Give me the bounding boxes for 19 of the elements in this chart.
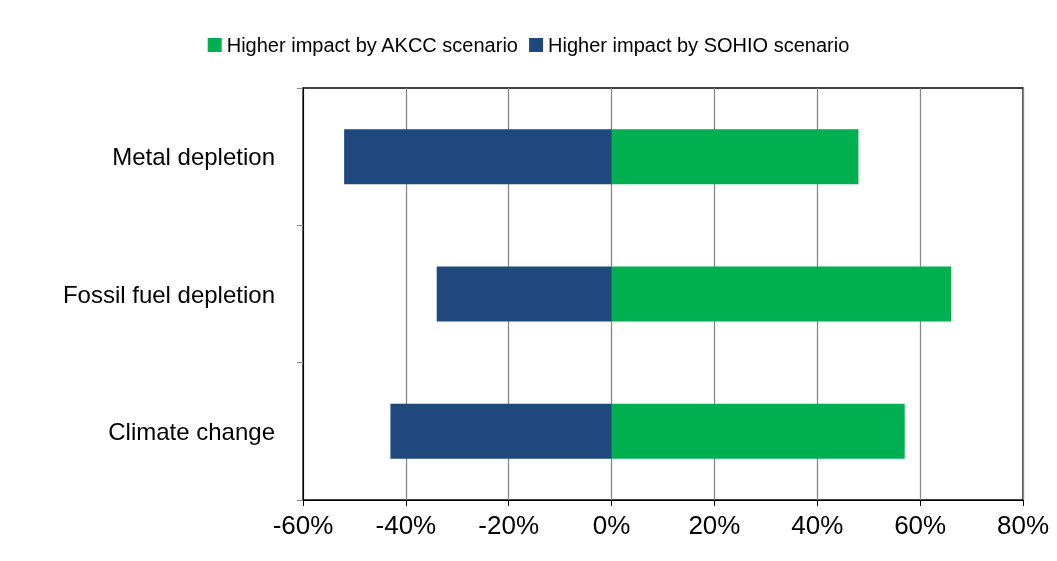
y-tick-label: Climate change bbox=[108, 417, 275, 445]
bar bbox=[611, 266, 951, 322]
bar bbox=[390, 403, 612, 459]
bar bbox=[611, 129, 859, 185]
x-tick-label: 20% bbox=[688, 510, 741, 540]
x-tick-label: 40% bbox=[791, 510, 844, 540]
x-tick-label: -20% bbox=[478, 510, 540, 540]
y-tick-label: Metal depletion bbox=[112, 143, 275, 171]
legend-label: Higher impact by SOHIO scenario bbox=[548, 34, 850, 56]
x-tick-label: -40% bbox=[375, 510, 437, 540]
x-tick-label: 80% bbox=[996, 510, 1050, 540]
bar bbox=[611, 403, 905, 459]
x-tick-label: 0% bbox=[592, 510, 631, 540]
bar bbox=[436, 266, 612, 322]
x-tick-label: -60% bbox=[272, 510, 334, 540]
x-tick-label: 60% bbox=[894, 510, 947, 540]
legend-label: Higher impact by AKCC scenario bbox=[226, 34, 518, 56]
bar bbox=[344, 129, 612, 185]
y-tick-label: Fossil fuel depletion bbox=[62, 280, 275, 308]
